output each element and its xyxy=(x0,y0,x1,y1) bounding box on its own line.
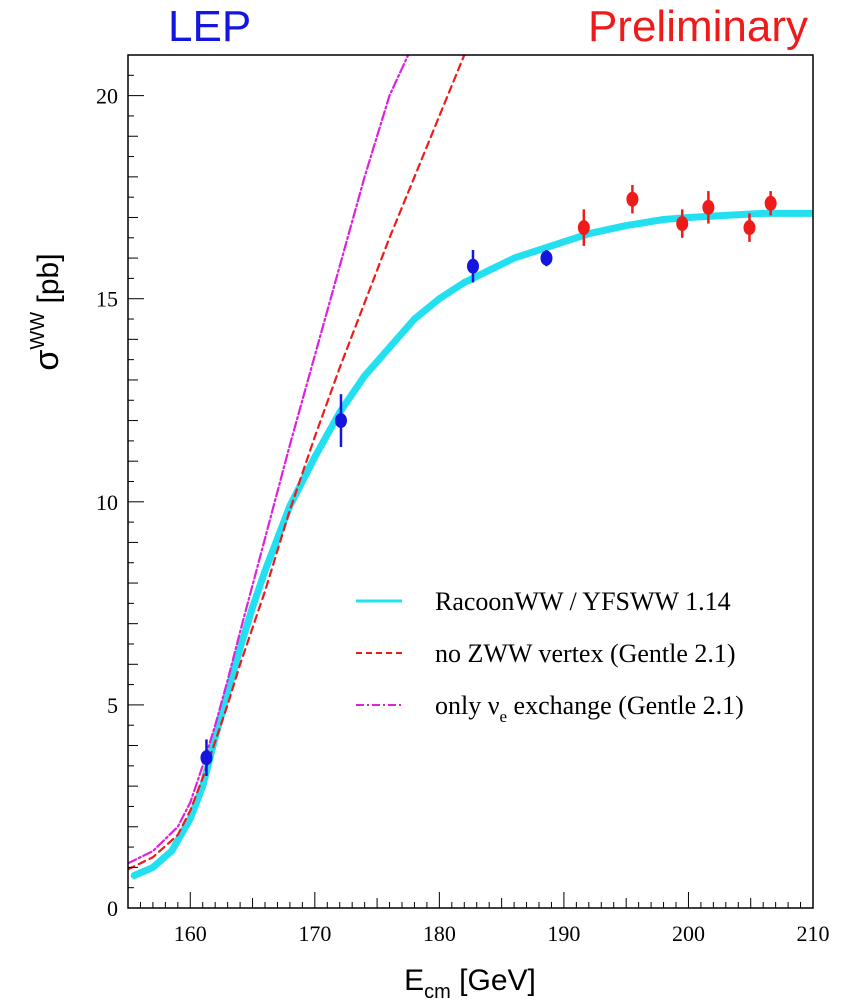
y-tick-label: 0 xyxy=(107,896,118,921)
curves-layer xyxy=(128,55,813,879)
y-axis-title: σWW [pb] xyxy=(27,253,66,370)
data-point xyxy=(466,258,479,274)
data-point xyxy=(626,191,639,207)
y-tick-label: 5 xyxy=(107,693,118,718)
y-axis: 0 5 10 15 20 xyxy=(96,54,144,921)
legend-label-racoonww: RacoonWW / YFSWW 1.14 xyxy=(435,587,731,616)
series-line-1 xyxy=(128,55,466,871)
series-line-2 xyxy=(128,55,410,865)
series-line-0 xyxy=(130,209,813,879)
y-tick-label: 20 xyxy=(96,84,118,109)
y-tick-label: 15 xyxy=(96,287,118,312)
x-tick-label: 190 xyxy=(547,921,580,946)
x-axis: 160 170 180 190 200 210 xyxy=(127,892,830,946)
x-tick-label: 200 xyxy=(672,921,705,946)
data-point xyxy=(702,199,715,215)
plot-frame xyxy=(127,54,814,909)
legend-label-no-zww: no ZWW vertex (Gentle 2.1) xyxy=(435,639,736,668)
x-tick-label: 160 xyxy=(174,921,207,946)
data-point xyxy=(577,220,590,236)
data-points-layer xyxy=(200,184,777,776)
legend-label-nue-exchange: only νe exchange (Gentle 2.1) xyxy=(435,691,744,726)
y-tick-label: 10 xyxy=(96,490,118,515)
x-tick-label: 210 xyxy=(797,921,830,946)
legend: RacoonWW / YFSWW 1.14 no ZWW vertex (Gen… xyxy=(356,587,744,726)
data-point xyxy=(334,413,347,429)
x-tick-label: 170 xyxy=(298,921,331,946)
data-point xyxy=(764,195,777,211)
data-point xyxy=(540,250,553,266)
experiment-label: LEP xyxy=(168,2,252,51)
preliminary-label: Preliminary xyxy=(587,2,808,51)
x-tick-label: 180 xyxy=(423,921,456,946)
data-point xyxy=(676,216,689,232)
data-point xyxy=(743,220,756,236)
x-axis-title: Ecm [GeV] xyxy=(404,964,536,1003)
data-point xyxy=(200,750,213,766)
